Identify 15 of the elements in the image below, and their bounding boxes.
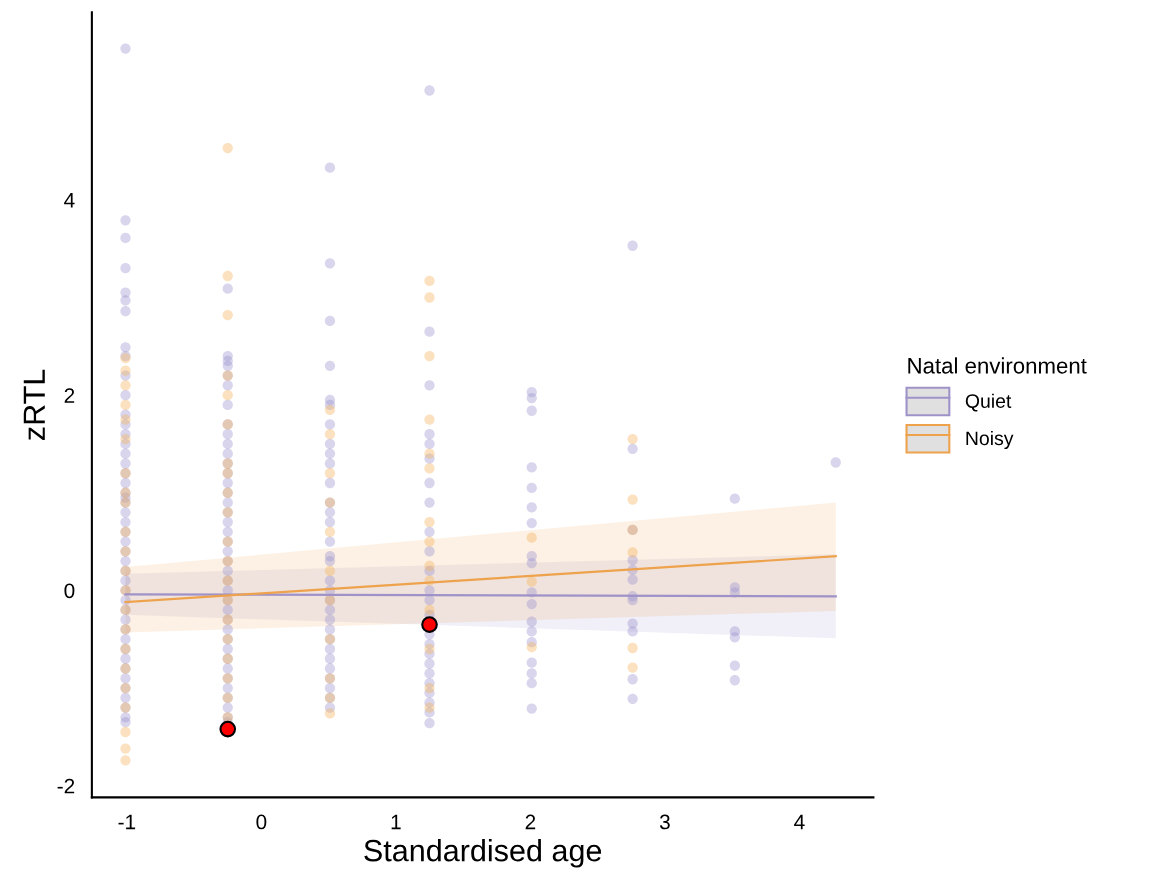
legend-label: Noisy bbox=[966, 430, 1014, 450]
y-tick-label: 2 bbox=[64, 388, 75, 403]
y-axis-title: zRTL bbox=[23, 369, 45, 440]
legend-title: Natal environment bbox=[908, 357, 1087, 374]
y-tick-label: 4 bbox=[64, 193, 75, 208]
x-tick-label: 2 bbox=[525, 814, 536, 830]
x-axis-title: Standardised age bbox=[364, 839, 602, 868]
y-tick-label: -2 bbox=[57, 778, 75, 794]
legend-label: Quiet bbox=[965, 393, 1012, 412]
x-tick-label: 3 bbox=[659, 814, 670, 830]
x-tick-label: 4 bbox=[794, 814, 805, 830]
x-tick-label: -1 bbox=[118, 814, 136, 830]
x-tick-label: 1 bbox=[391, 814, 401, 830]
x-tick-label: 0 bbox=[256, 814, 267, 830]
y-tick-label: 0 bbox=[64, 583, 75, 599]
